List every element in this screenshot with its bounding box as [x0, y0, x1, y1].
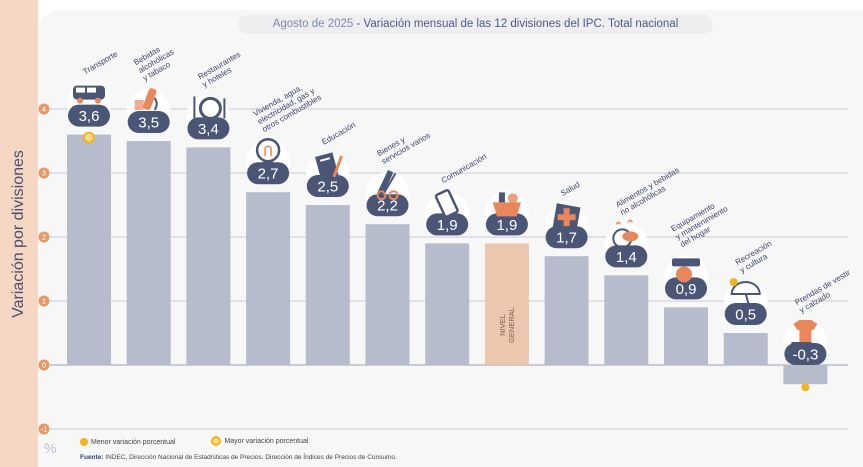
y-tick-marker	[38, 231, 50, 243]
y-tick-label: 3	[42, 169, 46, 178]
bar	[783, 365, 828, 385]
bar	[484, 243, 529, 365]
first-aid-cross-icon	[552, 203, 581, 232]
category-label: Educación	[320, 120, 357, 146]
air-conditioner-icon	[672, 258, 700, 283]
beach-umbrella-icon	[729, 278, 761, 309]
y-tick-label: 2	[42, 233, 46, 242]
value-label: 1,4	[616, 249, 637, 266]
value-label: 1,9	[437, 217, 458, 234]
max-marker	[83, 131, 95, 144]
y-tick-label: 4	[42, 105, 46, 114]
bread-basket-icon	[612, 219, 639, 249]
bar	[425, 243, 470, 365]
y-tick-label: -1	[41, 425, 48, 434]
notebook-pencil-icon	[315, 152, 343, 181]
y-tick-marker	[38, 423, 50, 435]
category-label-group: Comunicación	[440, 152, 488, 185]
category-label-group: Transporte	[82, 49, 120, 76]
category-label-group: Salud	[559, 180, 581, 198]
bar	[186, 147, 231, 365]
source-label: Fuente:	[80, 454, 104, 461]
cutlery-plate-icon	[193, 96, 226, 120]
title-subtitle: Variación mensual de las 12 divisiones d…	[363, 18, 679, 30]
value-label: 0,5	[735, 307, 756, 324]
source-text: INDEC, Dirección Nacional de Estadística…	[105, 454, 397, 461]
legend-min-label: Menor variación porcentual	[91, 438, 176, 446]
category-label: Salud	[559, 180, 581, 198]
y-tick-marker	[38, 167, 50, 179]
category-label-group: NIVEL GENERAL	[498, 307, 516, 343]
value-label: -0,3	[792, 347, 818, 364]
y-tick-label: 1	[42, 297, 46, 306]
legend: Menor variación porcentual Mayor variaci…	[80, 436, 342, 448]
bar	[604, 275, 649, 365]
title-date: Agosto de 2025	[272, 18, 354, 30]
bar	[246, 192, 291, 365]
bar	[365, 224, 410, 365]
value-label: 2,2	[377, 198, 398, 215]
sidebar-band	[0, 0, 38, 467]
shopping-basket-icon	[492, 192, 521, 217]
category-label: NIVEL	[498, 314, 507, 336]
category-label-group: Educación	[320, 120, 357, 146]
unit-label: %	[44, 440, 57, 456]
t-shirt-shoe-icon	[791, 320, 818, 346]
y-tick-label: 0	[42, 361, 46, 370]
category-label: GENERAL	[507, 307, 516, 343]
light-bulb-icon	[255, 137, 281, 167]
category-label: Transporte	[82, 49, 120, 76]
max-marker-icon	[211, 436, 222, 446]
title-separator: -	[356, 18, 361, 30]
value-label: 3,4	[198, 121, 219, 138]
bar	[305, 205, 350, 365]
chart-panel: Agosto de 2025 - Variación mensual de la…	[38, 10, 863, 467]
bar	[126, 141, 171, 365]
value-label: 2,5	[317, 179, 338, 196]
value-label: 1,9	[496, 217, 517, 234]
legend-min: Menor variación porcentual	[80, 438, 175, 446]
chart-title: Agosto de 2025 - Variación mensual de la…	[238, 15, 713, 34]
bar	[723, 333, 768, 365]
value-label: 2,7	[258, 166, 279, 183]
min-marker	[801, 383, 810, 392]
value-label: 3,5	[138, 115, 159, 132]
min-marker-icon	[80, 438, 88, 446]
bar	[67, 134, 111, 365]
value-badge	[365, 172, 410, 217]
value-label: 3,6	[79, 108, 100, 125]
value-label: 0,9	[676, 281, 697, 298]
bar	[544, 256, 589, 365]
comb-scissors-icon	[376, 169, 399, 201]
smartphone-icon	[434, 189, 459, 218]
category-label-group: Vivienda, agua,electricidad, gas yotros …	[252, 83, 323, 134]
bus-icon	[73, 85, 105, 104]
legend-max-label: Mayor variación porcentual	[224, 437, 309, 445]
source-note: Fuente: INDEC, Dirección Nacional de Est…	[80, 454, 397, 461]
legend-max: Mayor variación porcentual	[211, 436, 308, 446]
category-label: Comunicación	[440, 152, 488, 185]
value-label: 1,7	[556, 230, 577, 247]
y-tick-marker	[38, 359, 50, 371]
y-tick-marker	[38, 295, 50, 307]
y-tick-marker	[38, 103, 50, 115]
wine-bottle-icon	[134, 88, 158, 111]
bar	[664, 307, 708, 365]
